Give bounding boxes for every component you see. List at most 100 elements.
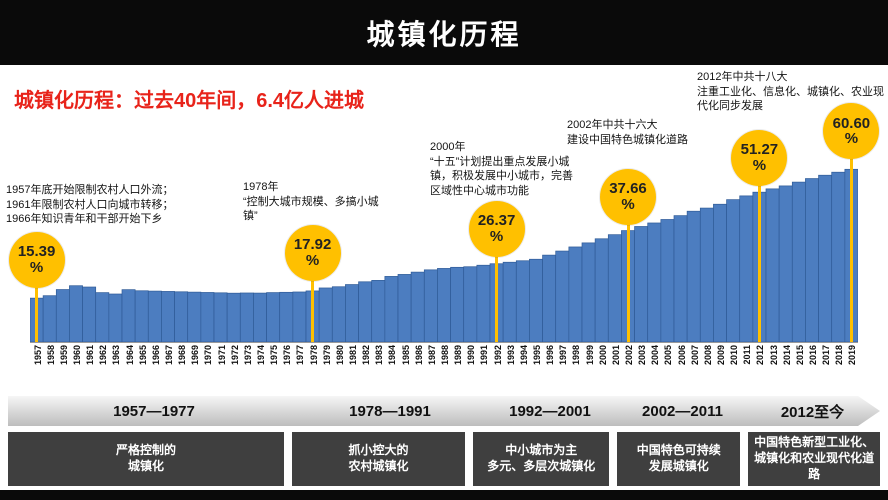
x-axis-year-label: 1965: [137, 345, 148, 366]
area-slice: [660, 219, 675, 342]
area-slice: [187, 291, 202, 342]
x-axis-year-label: 1993: [505, 345, 516, 366]
area-slice: [305, 290, 320, 342]
area-slice: [69, 285, 83, 342]
area-slice: [831, 171, 846, 342]
x-axis-year-label: 1981: [348, 345, 358, 366]
x-axis-year-label: 1974: [256, 345, 266, 366]
area-slice: [713, 203, 727, 342]
area-slice: [581, 242, 596, 342]
area-slice: [358, 281, 373, 342]
title-banner: 城镇化历程: [0, 0, 888, 68]
timeline-arrow: 1957—1977 1978—1991 1992—2001 2002—2011 …: [8, 396, 880, 426]
annotation-2012: 2012年中共十八大 注重工业化、信息化、城镇化、农业现代化同步发展: [697, 71, 884, 113]
phase-boxes: 严格控制的 城镇化 抓小控大的 农村城镇化 中小城市为主 多元、多层次城镇化 中…: [8, 432, 880, 486]
area-slice: [253, 292, 267, 342]
x-axis-year-label: 1996: [545, 345, 556, 366]
x-axis-year-label: 1959: [58, 345, 69, 366]
phase-box-2: 抓小控大的 农村城镇化: [291, 432, 466, 486]
area-slice: [805, 178, 819, 342]
area-slice: [108, 293, 123, 342]
x-axis-year-label: 2009: [716, 345, 726, 366]
area-slice: [621, 230, 635, 342]
area-slice: [174, 291, 189, 342]
x-axis-year-label: 1962: [98, 345, 109, 366]
area-slice: [213, 292, 228, 342]
area-slice: [397, 274, 412, 342]
area-slice: [42, 295, 57, 342]
timeline-period-5: 2012至今: [780, 403, 845, 421]
x-axis-year-label: 2006: [676, 345, 687, 366]
x-axis-year-label: 1971: [216, 345, 227, 366]
x-axis-year-label: 1995: [532, 345, 542, 366]
area-slice: [673, 215, 688, 342]
area-slice: [331, 286, 346, 342]
area-slice: [739, 195, 754, 342]
area-slice: [279, 291, 294, 342]
x-axis-year-label: 1990: [466, 345, 477, 366]
x-axis-year-label: 2019: [847, 345, 858, 366]
x-axis-year-label: 1975: [269, 345, 280, 366]
chart-area-svg: [30, 168, 858, 342]
area-slice: [384, 276, 399, 342]
area-slice: [450, 266, 465, 342]
area-slice: [699, 207, 714, 342]
x-axis-year-label: 1978: [308, 345, 319, 366]
x-axis-year-label: 1998: [571, 345, 582, 366]
x-axis-year-label: 2002: [624, 345, 634, 366]
area-slice: [515, 260, 530, 342]
area-slice: [423, 269, 438, 342]
x-axis-year-label: 1985: [400, 345, 411, 366]
annotation-1957-1966: 1957年底开始限制农村人口外流； 1961年限制农村人口向城市转移； 1966…: [6, 184, 174, 226]
area-slice: [778, 185, 793, 342]
area-slice: [607, 234, 622, 342]
x-axis-year-label: 1982: [361, 345, 372, 366]
page-title: 城镇化历程: [366, 18, 522, 50]
x-axis-year-label: 1970: [203, 345, 214, 366]
x-axis-year-label: 1988: [440, 345, 450, 366]
area-slice: [292, 291, 307, 342]
phase-box-4: 中国特色可持续 发展城镇化: [617, 432, 741, 486]
x-axis-year-label: 2017: [821, 345, 832, 366]
area-slice: [726, 199, 741, 342]
x-axis-year-label: 2005: [663, 345, 674, 366]
area-slice: [647, 222, 662, 342]
area-slice: [147, 290, 162, 342]
x-axis-year-label: 1992: [492, 345, 503, 366]
x-axis-year-label: 2004: [650, 345, 661, 366]
x-axis-year-label: 1980: [334, 345, 345, 366]
area-slice: [437, 268, 451, 342]
area-slice: [752, 191, 767, 342]
annotation-2000: 2000年 “十五”计划提出重点发展小城镇，积极发展中小城市，完善区域性中心城市…: [430, 141, 573, 197]
timeline-period-3: 1992—2001: [509, 402, 591, 420]
x-axis-year-label: 2003: [637, 345, 648, 366]
x-axis-year-label: 2014: [781, 345, 792, 366]
area-slice: [594, 238, 609, 342]
area-slice: [95, 292, 110, 342]
x-axis-year-label: 2001: [610, 345, 621, 366]
x-axis-year-label: 2008: [702, 345, 713, 366]
area-slice: [345, 284, 359, 342]
area-slice: [55, 289, 70, 342]
x-axis-year-label: 2007: [689, 345, 700, 366]
x-axis-year-label: 1977: [295, 345, 306, 366]
headline: 城镇化历程：过去40年间，6.4亿人进城: [14, 90, 365, 112]
area-slice: [765, 188, 780, 342]
area-slice: [502, 261, 517, 342]
phase-box-1: 严格控制的 城镇化: [8, 432, 284, 486]
area-slice: [82, 286, 97, 342]
x-axis-year-label: 1958: [45, 345, 56, 366]
annotation-1978: 1978年 “控制大城市规模、多搞小城镇”: [243, 181, 379, 223]
x-axis-year-label: 1986: [413, 345, 424, 366]
x-axis-year-label: 1966: [150, 345, 161, 366]
phase-box-5: 中国特色新型工业化、城镇化和农业现代化道路: [748, 432, 880, 486]
area-slice: [266, 292, 281, 342]
area-slice: [134, 290, 149, 342]
area-slice: [200, 292, 215, 342]
area-slice: [239, 292, 254, 342]
area-slice: [30, 297, 44, 342]
bottom-black-strip: [0, 490, 888, 500]
area-slice: [844, 168, 858, 342]
annotation-2002: 2002年中共十六大 建设中国特色城镇化道路: [567, 119, 688, 146]
